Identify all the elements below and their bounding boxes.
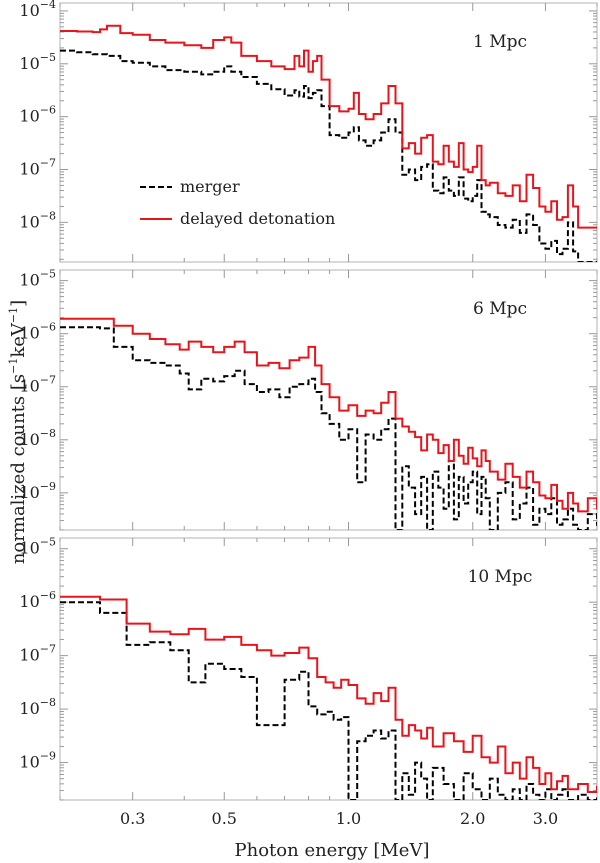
y-tick-label-base: 10 [19,324,39,343]
legend-merger-label: merger [180,177,240,196]
x-tick-label: 0.5 [212,809,237,828]
y-axis-title-main: normalized counts [s [8,374,29,564]
y-tick-label-base: 10 [19,1,39,20]
panel-1-distance-label: 1 Mpc [473,32,527,52]
panel-2-series [60,317,597,530]
y-tick-label-exponent: −8 [40,696,56,709]
series-merger-line [60,326,597,530]
y-tick-label: 10−8 [19,427,56,449]
y-tick-label-exponent: −8 [40,209,56,222]
x-tick-label: 2.0 [460,809,485,828]
panel-2: 10−510−610−710−810−96 Mpc [19,268,598,531]
y-tick-label-base: 10 [19,430,39,449]
y-axis-title-mid: keV [8,322,29,358]
series-delayed-detonation-line [60,24,597,229]
y-tick-label: 10−6 [19,321,56,343]
y-tick-label: 10−7 [19,374,56,396]
y-tick-label: 10−6 [19,104,56,126]
x-tick-label: 1.0 [336,809,361,828]
x-axis-title: Photon energy [MeV] [235,840,430,861]
y-tick-label-base: 10 [19,699,39,718]
legend: merger delayed detonation [140,177,335,228]
y-tick-label-exponent: −7 [40,374,56,387]
y-tick-label-exponent: −5 [40,51,56,64]
y-tick-label: 10−9 [19,480,56,502]
y-tick-label: 10−8 [19,696,56,718]
y-tick-label-exponent: −4 [40,0,56,11]
y-axis-title-sup2: −1 [7,307,20,323]
y-tick-label-exponent: −6 [40,321,56,334]
y-tick-label-base: 10 [19,377,39,396]
legend-delayed-detonation-label: delayed detonation [180,209,335,228]
y-tick-label-exponent: −5 [40,268,56,281]
y-tick-label: 10−5 [19,536,56,558]
series-delayed-detonation-line [60,595,597,793]
y-tick-label-base: 10 [19,592,39,611]
y-tick-label: 10−4 [19,0,56,20]
y-tick-label-exponent: −7 [40,643,56,656]
y-tick-label-base: 10 [19,539,39,558]
y-tick-label: 10−7 [19,157,56,179]
y-tick-label-base: 10 [19,646,39,665]
y-tick-label: 10−9 [19,750,56,772]
y-axis-title-end: ] [8,300,29,307]
x-tick-label: 0.3 [120,809,145,828]
y-tick-label-exponent: −8 [40,427,56,440]
y-tick-label-exponent: −9 [40,480,56,493]
y-tick-label-exponent: −6 [40,589,56,602]
y-tick-label: 10−7 [19,643,56,665]
y-tick-label: 10−8 [19,209,56,231]
panel-3: 10−510−610−710−810−90.3 0.5 1.0 2.0 3.010 Mp… [19,536,598,828]
y-tick-label: 10−5 [19,51,56,73]
panel-2-distance-label: 6 Mpc [473,299,527,319]
panels: 10−410−510−610−710−81 Mpc10−510−610−710−… [19,0,598,828]
y-tick-label-base: 10 [19,212,39,231]
series-merger-line [60,601,597,800]
panel-3-frame [59,537,598,801]
panel-1: 10−410−510−610−710−81 Mpc [19,0,598,263]
series-delayed-detonation-line [60,317,597,513]
x-tick-label: 3.0 [533,809,558,828]
y-tick-label-exponent: −9 [40,750,56,763]
panel-3-series [60,595,597,800]
y-tick-label-exponent: −6 [40,104,56,117]
y-tick-label-base: 10 [19,753,39,772]
y-tick-label: 10−5 [19,268,56,290]
y-axis-title: normalized counts [s−1keV−1] [7,300,29,564]
y-axis-title-sup1: −1 [7,358,20,374]
panel-2-frame [59,269,598,531]
y-tick-label-base: 10 [19,54,39,73]
panel-3-distance-label: 10 Mpc [468,567,533,587]
y-tick-label-base: 10 [19,483,39,502]
panel-1-series [60,24,597,262]
series-merger-line [60,49,597,262]
y-tick-label-base: 10 [19,271,39,290]
y-tick-label-exponent: −7 [40,157,56,170]
y-tick-label-base: 10 [19,107,39,126]
y-tick-label-exponent: −5 [40,536,56,549]
y-tick-label-base: 10 [19,160,39,179]
y-tick-label: 10−6 [19,589,56,611]
